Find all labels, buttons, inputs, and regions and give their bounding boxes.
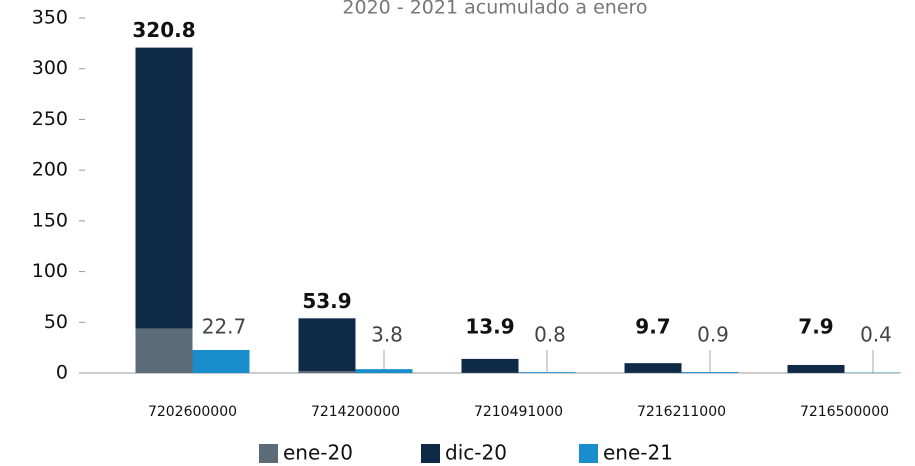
x-tick-label: 7216211000 [637, 404, 726, 420]
legend-label: dic-20 [445, 441, 507, 465]
value-label: 13.9 [465, 315, 514, 339]
x-tick-label: 7210491000 [474, 404, 563, 420]
x-tick-label: 7216500000 [800, 404, 889, 420]
bar [681, 372, 739, 373]
value-label: 3.8 [371, 323, 403, 347]
bar [787, 364, 845, 373]
value-label: 9.7 [635, 315, 670, 339]
bar [135, 328, 193, 373]
y-tick-label: 350 [32, 7, 68, 29]
y-tick-label: 200 [32, 159, 68, 181]
value-label: 53.9 [302, 289, 351, 313]
bar [135, 47, 193, 374]
value-label: 0.9 [697, 323, 729, 347]
legend-swatch [421, 444, 440, 463]
x-tick-label: 7214200000 [311, 404, 400, 420]
legend-swatch [579, 444, 598, 463]
legend-label: ene-21 [603, 441, 673, 465]
value-label: 0.8 [534, 323, 566, 347]
legend-label: ene-20 [283, 441, 353, 465]
y-tick-label: 150 [32, 209, 68, 231]
y-tick-label: 250 [32, 108, 68, 130]
x-tick-label: 7202600000 [148, 404, 237, 420]
chart-title: 2020 - 2021 acumulado a enero [342, 0, 647, 19]
bar [624, 363, 682, 373]
bar [461, 358, 519, 373]
legend-swatch [259, 444, 278, 463]
bar [355, 369, 413, 373]
value-label: 22.7 [202, 314, 247, 338]
y-tick-label: 100 [32, 260, 68, 282]
value-label: 0.4 [860, 323, 892, 347]
value-label: 320.8 [132, 18, 195, 42]
value-label: 7.9 [798, 315, 833, 339]
bar [298, 318, 356, 373]
y-tick-label: 50 [44, 311, 68, 333]
bar [518, 372, 576, 373]
bar [192, 349, 250, 373]
bar [298, 370, 356, 373]
y-tick-label: 0 [56, 362, 68, 384]
y-tick-label: 300 [32, 57, 68, 79]
